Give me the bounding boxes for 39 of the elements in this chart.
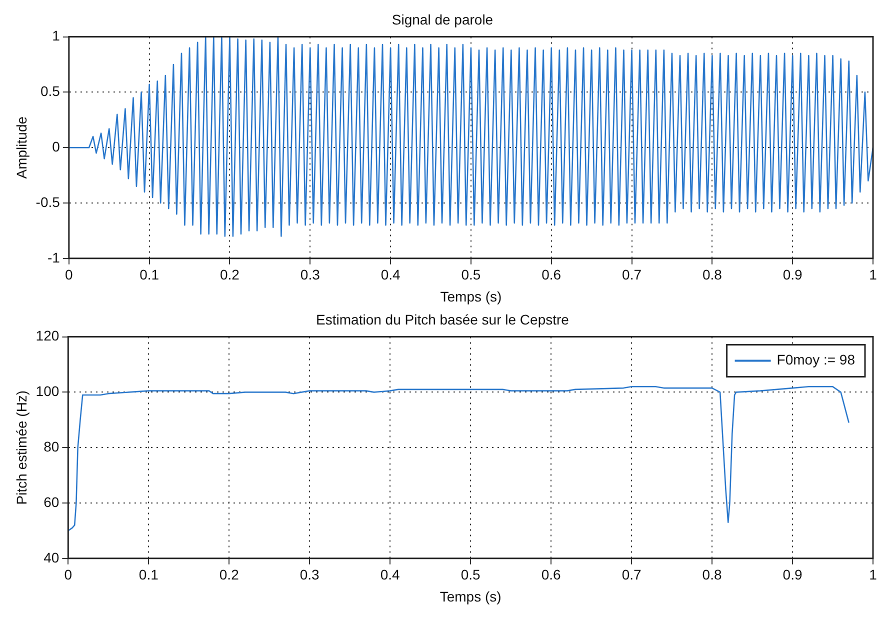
y-tick-label: 0 — [52, 138, 60, 154]
y-tick-label: 80 — [44, 438, 60, 454]
y-tick-label: 100 — [36, 383, 60, 400]
y-tick-label: 40 — [44, 549, 60, 566]
x-tick-label: 0.9 — [782, 566, 802, 583]
x-tick-label: 0.8 — [702, 566, 722, 583]
x-axis-title: Temps (s) — [440, 588, 502, 604]
x-tick-label: 0.5 — [461, 266, 481, 283]
x-tick-label: 0.7 — [622, 566, 642, 583]
x-tick-label: 0.9 — [782, 266, 803, 283]
x-tick-label: 0 — [64, 566, 72, 583]
x-tick-label: 0.8 — [702, 266, 722, 283]
x-tick-label: 0.3 — [300, 566, 320, 583]
x-tick-label: 0.7 — [622, 266, 642, 283]
x-tick-label: 0.2 — [219, 566, 240, 583]
x-tick-label: 0 — [65, 266, 74, 283]
chart-title: Estimation du Pitch basée sur le Cepstre — [316, 311, 570, 328]
x-tick-label: 0.6 — [541, 566, 562, 583]
y-tick-label: 120 — [36, 328, 60, 344]
legend-label: F0moy := 98 — [776, 352, 856, 368]
y-axis-title: Pitch estimée (Hz) — [13, 390, 30, 505]
y-tick-label: 1 — [52, 28, 60, 44]
x-tick-label: 0.6 — [542, 266, 562, 283]
chart-title: Signal de parole — [392, 11, 494, 28]
x-tick-label: 1 — [869, 566, 878, 583]
x-tick-label: 0.2 — [220, 266, 240, 283]
y-tick-label: 60 — [44, 494, 60, 510]
x-tick-label: 0.3 — [300, 266, 320, 283]
x-tick-label: 0.1 — [138, 566, 159, 583]
x-tick-label: 0.4 — [380, 266, 400, 283]
y-tick-label: 0.5 — [40, 83, 60, 100]
x-tick-label: 0.4 — [380, 566, 400, 583]
x-tick-label: 0.1 — [140, 266, 160, 283]
x-tick-label: 1 — [869, 266, 878, 283]
y-tick-label: -1 — [47, 249, 60, 266]
y-tick-label: -0.5 — [36, 194, 60, 210]
x-axis-title: Temps (s) — [440, 288, 502, 304]
x-tick-label: 0.5 — [460, 566, 481, 583]
y-axis-title: Amplitude — [13, 116, 30, 179]
